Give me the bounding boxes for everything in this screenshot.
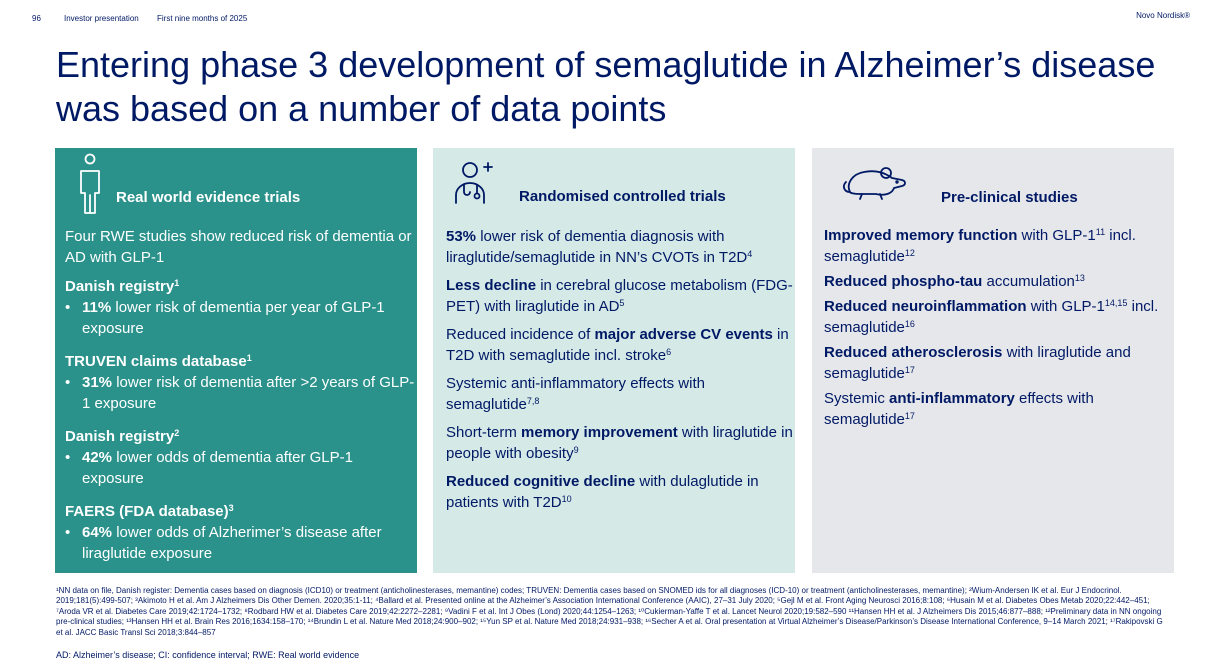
rwe-panel: Real world evidence trials Four RWE stud…: [55, 148, 417, 573]
preclinical-panel-title: Pre-clinical studies: [941, 189, 1078, 206]
rct-item: Short-term memory improvement with lirag…: [446, 424, 793, 462]
rwe-bullet: • 31% lower risk of dementia after >2 yea…: [65, 374, 415, 412]
rwe-section: TRUVEN claims database1 • 31% lower risk …: [65, 351, 415, 414]
abbreviations: AD: Alzheimer’s disease; CI: confidence …: [56, 650, 360, 660]
rwe-section-heading: TRUVEN claims database1: [65, 353, 252, 370]
rct-item: Reduced incidence of major adverse CV ev…: [446, 326, 789, 364]
slide-title: Entering phase 3 development of semaglut…: [56, 44, 1156, 129]
rct-panel-body: 53% lower risk of dementia diagnosis wit…: [446, 226, 794, 520]
preclinical-item: Systemic anti-inflammatory effects with …: [824, 390, 1094, 428]
rwe-bullet: • 64% lower odds of Alzherimer’s disease …: [65, 524, 382, 562]
rct-panel: Randomised controlled trials 53% lower r…: [433, 148, 795, 573]
rct-panel-title: Randomised controlled trials: [519, 188, 726, 205]
brand-label: Novo Nordisk®: [1136, 11, 1190, 20]
preclinical-item: Reduced neuroinflammation with GLP-114,1…: [824, 298, 1159, 336]
presentation-label: Investor presentation: [64, 14, 139, 23]
rct-item: Reduced cognitive decline with dulagluti…: [446, 473, 759, 511]
rwe-section: Danish registry1 • 11% lower risk of deme…: [65, 276, 415, 339]
rwe-intro: Four RWE studies show reduced risk of de…: [65, 228, 412, 266]
preclinical-panel: Pre-clinical studies Improved memory fun…: [812, 148, 1174, 573]
rwe-section: FAERS (FDA database)3 • 64% lower odds of…: [65, 501, 415, 564]
rct-item: Systemic anti-inflammatory effects with …: [446, 375, 705, 413]
rwe-bullet: • 42% lower odds of dementia after GLP-1 …: [65, 449, 353, 487]
rwe-bullet: • 11% lower risk of dementia per year of …: [65, 299, 385, 337]
mouse-icon: [840, 162, 908, 207]
rct-item: 53% lower risk of dementia diagnosis wit…: [446, 228, 753, 266]
person-icon: [75, 153, 105, 222]
rwe-section-heading: FAERS (FDA database)3: [65, 503, 234, 520]
preclinical-item: Reduced atherosclerosis with liraglutide…: [824, 344, 1131, 382]
rwe-panel-body: Four RWE studies show reduced risk of de…: [65, 226, 415, 564]
preclinical-item: Reduced phospho-tau accumulation13: [824, 273, 1085, 290]
doctor-icon: [453, 157, 499, 212]
page-number: 96: [32, 14, 41, 23]
rwe-section-heading: Danish registry2: [65, 428, 180, 445]
preclinical-panel-body: Improved memory function with GLP-111 in…: [824, 225, 1169, 434]
period-label: First nine months of 2025: [157, 14, 248, 23]
preclinical-item: Improved memory function with GLP-111 in…: [824, 227, 1136, 265]
rwe-section: Danish registry2 • 42% lower odds of deme…: [65, 426, 415, 489]
rwe-panel-title: Real world evidence trials: [116, 189, 301, 206]
footnotes: ¹NN data on file, Danish register: Demen…: [56, 586, 1163, 637]
rct-item: Less decline in cerebral glucose metabol…: [446, 277, 793, 315]
rwe-section-heading: Danish registry1: [65, 278, 180, 295]
